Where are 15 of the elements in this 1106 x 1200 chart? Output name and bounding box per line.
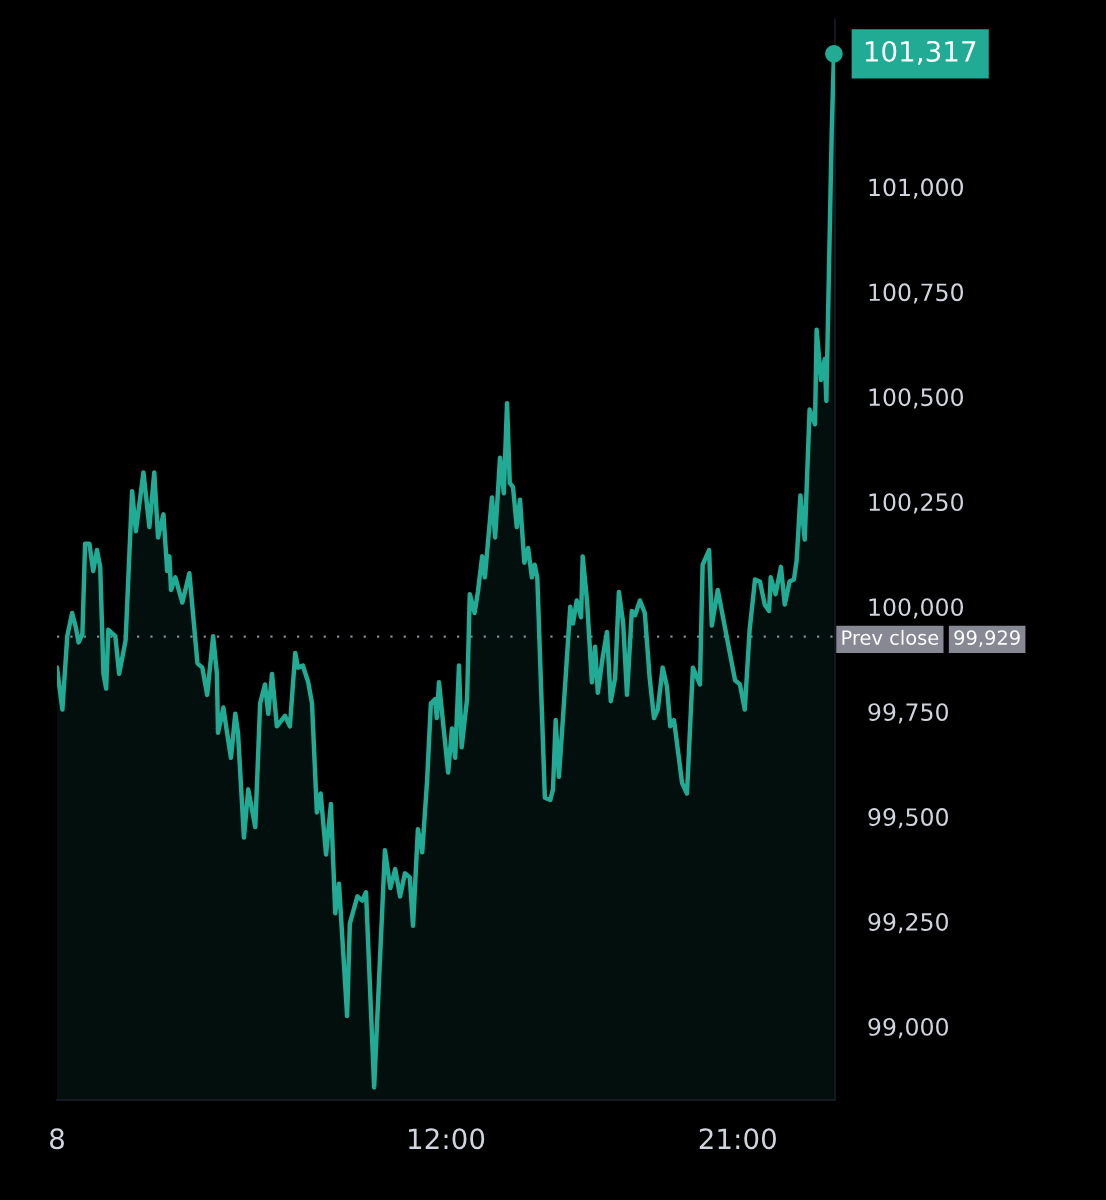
y-tick-label: 100,250 xyxy=(869,493,964,514)
ref-line-label: Prev close xyxy=(842,629,939,645)
data-label: 101,317 xyxy=(865,40,976,65)
y-tick-label: 99,750 xyxy=(868,703,948,724)
y-tick-label: 99,000 xyxy=(868,1017,948,1039)
y-tick-label: 100,000 xyxy=(869,598,964,619)
y-tick-label: 99,500 xyxy=(868,808,948,829)
y-tick-label: 99,250 xyxy=(868,913,948,934)
x-tick-label: 21:00 xyxy=(699,1128,776,1150)
y-tick-label: 100,750 xyxy=(869,283,964,304)
x-tick-label: 12:00 xyxy=(409,1128,485,1150)
y-tick-label: 101,000 xyxy=(869,178,964,199)
text: 99,929 xyxy=(954,630,1020,647)
y-tick-label: 100,500 xyxy=(869,388,964,409)
x-tick-label: 8 xyxy=(50,1128,64,1150)
